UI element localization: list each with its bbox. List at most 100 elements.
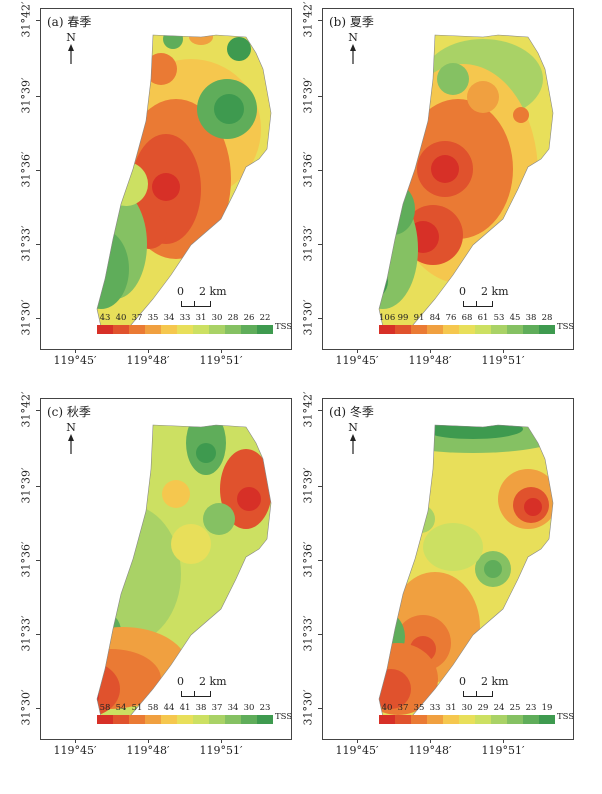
lat-tick-label: 31°33′ — [19, 225, 33, 262]
tss-contour-region — [379, 629, 389, 649]
legend-swatch — [395, 325, 411, 334]
legend-swatch — [411, 325, 427, 334]
scale-line — [181, 301, 211, 307]
lat-tick — [36, 560, 40, 561]
lake-map — [96, 424, 272, 722]
legend-value: 31 — [195, 313, 207, 323]
lake-map — [378, 424, 554, 722]
lat-tick-label: 31°36′ — [301, 151, 315, 188]
legend-swatch — [427, 715, 443, 724]
tss-contour-region — [97, 677, 99, 713]
north-label: N — [66, 31, 76, 44]
lat-tick — [36, 244, 40, 245]
lat-tick — [318, 708, 322, 709]
legend-swatch — [491, 325, 507, 334]
lon-tick — [221, 739, 222, 743]
lake-map — [378, 34, 554, 332]
lat-tick-label: 31°30′ — [301, 299, 315, 336]
legend-value: 53 — [493, 313, 505, 323]
tss-contour-region — [227, 37, 251, 61]
tss-contour-region — [467, 81, 499, 113]
tss-contour-region — [513, 107, 529, 123]
legend-value: 30 — [243, 703, 255, 713]
map-panel-0: (a) 春季 N 0 2 km 43 40 37 35 34 33 31 30 28 26 22 TSS/(m… — [40, 8, 292, 350]
tss-contour-region — [237, 487, 261, 511]
north-arrow-icon — [68, 434, 74, 454]
legend-swatch — [177, 715, 193, 724]
scale-zero: 0 — [459, 285, 466, 298]
legend-value: 24 — [493, 703, 505, 713]
lat-tick-label: 31°36′ — [19, 151, 33, 188]
legend-swatch — [395, 715, 411, 724]
lon-tick-label: 119°45′ — [335, 744, 379, 757]
legend-swatch — [491, 715, 507, 724]
legend-value: 41 — [179, 703, 191, 713]
tss-contour-region — [104, 162, 148, 206]
legend-value: 61 — [477, 313, 489, 323]
legend-swatch — [427, 325, 443, 334]
tss-contour-region — [97, 229, 129, 309]
legend-swatches — [97, 325, 273, 334]
legend-value: 38 — [525, 313, 537, 323]
tss-contour-region — [484, 560, 502, 578]
lon-tick-label: 119°48′ — [408, 744, 452, 757]
north-arrow: N — [61, 31, 81, 64]
legend-unit: TSS/(mg/L) — [275, 712, 292, 722]
legend-value: 44 — [163, 703, 175, 713]
legend-swatch — [459, 715, 475, 724]
lake-outline — [96, 34, 272, 332]
lat-tick — [36, 708, 40, 709]
tss-contour-region — [171, 524, 211, 564]
legend-value: 37 — [211, 703, 223, 713]
legend-swatch — [113, 715, 129, 724]
map-panel-2: (c) 秋季 N 0 2 km 58 54 51 58 44 41 38 37 34 30 23 TSS/(m… — [40, 398, 292, 740]
legend-swatches — [379, 715, 555, 724]
tss-contour-region — [431, 155, 459, 183]
legend-unit: TSS/(mg/L) — [557, 322, 574, 332]
legend-value: 33 — [429, 703, 441, 713]
north-arrow-icon — [350, 434, 356, 454]
legend-value: 38 — [195, 703, 207, 713]
legend-value: 28 — [541, 313, 553, 323]
tss-contour-region — [423, 425, 523, 439]
lat-tick-label: 31°39′ — [19, 77, 33, 114]
lat-tick-label: 31°42′ — [301, 1, 315, 38]
lon-tick-label: 119°48′ — [126, 744, 170, 757]
lat-tick — [318, 486, 322, 487]
legend-swatch — [523, 715, 539, 724]
lat-tick-label: 31°33′ — [19, 615, 33, 652]
tss-contour-region — [152, 173, 180, 201]
lon-tick — [221, 349, 222, 353]
lon-tick — [357, 349, 358, 353]
lat-tick — [318, 170, 322, 171]
north-label: N — [348, 421, 358, 434]
lon-tick-label: 119°51′ — [199, 744, 243, 757]
lat-tick — [36, 486, 40, 487]
legend-swatch — [241, 325, 257, 334]
legend-swatch — [257, 715, 273, 724]
lon-tick-label: 119°48′ — [408, 354, 452, 367]
lat-tick — [318, 560, 322, 561]
scale-zero: 0 — [459, 675, 466, 688]
map-panel-3: (d) 冬季 N 0 2 km 40 37 35 33 31 30 29 24 25 23 19 TSS/(m… — [322, 398, 574, 740]
legend-value: 22 — [259, 313, 271, 323]
tss-contour-region — [473, 629, 513, 669]
legend-swatch — [411, 715, 427, 724]
legend-value: 30 — [211, 313, 223, 323]
lat-tick-label: 31°42′ — [19, 391, 33, 428]
lake-outline — [378, 424, 554, 722]
legend-value: 58 — [147, 703, 159, 713]
legend-unit: TSS/(mg/L) — [275, 322, 292, 332]
lat-tick-label: 31°39′ — [301, 77, 315, 114]
scale-tick — [194, 301, 195, 306]
legend-values: 58 54 51 58 44 41 38 37 34 30 23 — [97, 703, 273, 713]
north-arrow: N — [343, 31, 363, 64]
legend-value: 76 — [445, 313, 457, 323]
legend-value: 43 — [99, 313, 111, 323]
legend-value: 33 — [179, 313, 191, 323]
legend-swatch — [539, 715, 555, 724]
lon-tick-label: 119°45′ — [335, 354, 379, 367]
scale-tick — [476, 691, 477, 696]
legend-swatch — [193, 325, 209, 334]
